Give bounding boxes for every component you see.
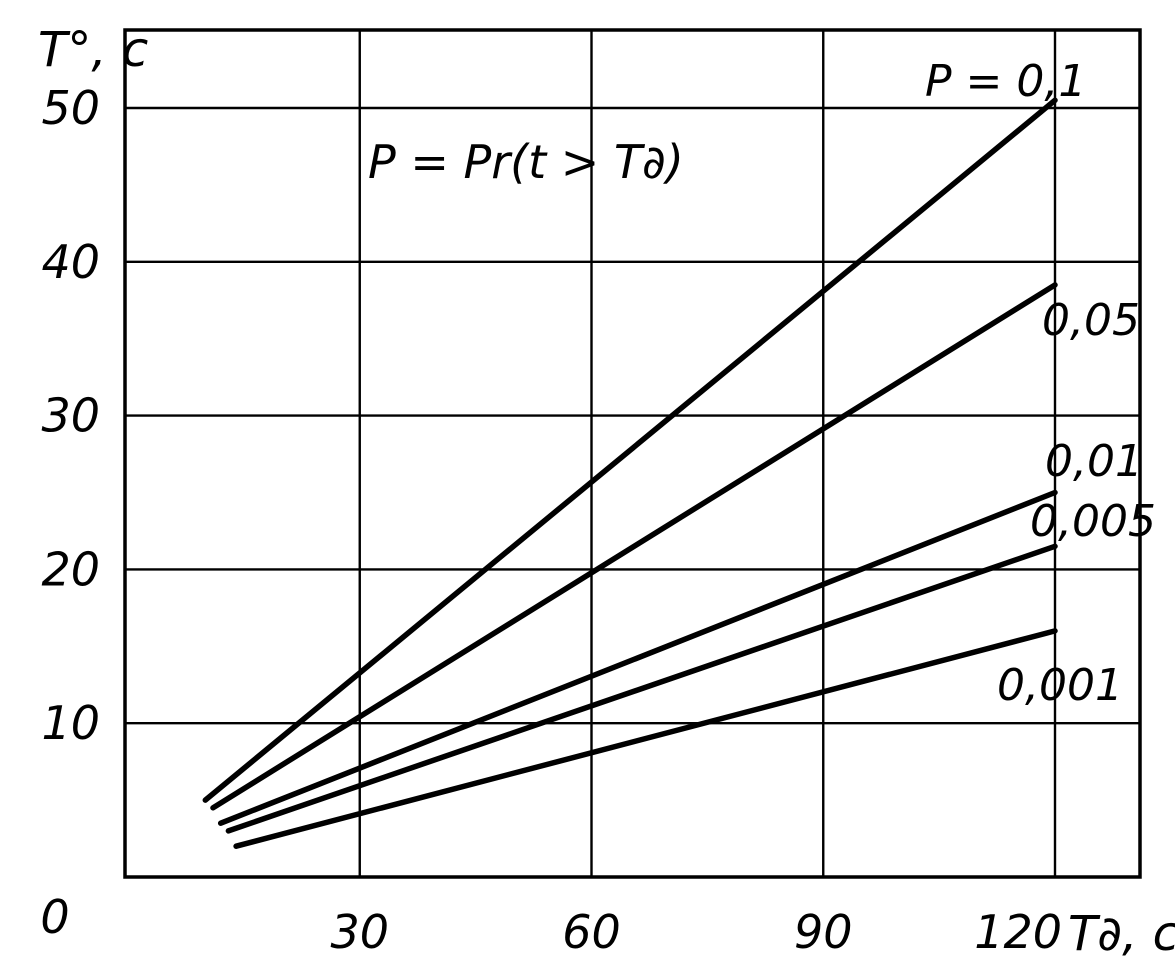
series-line (210, 282, 1058, 811)
series-label-0-001: 0,001 (997, 660, 1123, 711)
y-axis-title: T°, c (38, 22, 148, 78)
x-tick-label: 30 (330, 905, 389, 959)
x-tick-label: 120 (974, 905, 1062, 959)
formula-annotation: P = Pr(t > T∂) (368, 135, 684, 189)
origin-label: 0 (40, 890, 69, 944)
y-tick-label: 30 (41, 389, 100, 443)
x-axis-title: T∂, c (1068, 906, 1175, 962)
y-tick-label: 20 (41, 542, 100, 596)
y-tick-label: 50 (41, 81, 100, 135)
series-label-0-005: 0,005 (1030, 496, 1156, 547)
series-label-0-05: 0,05 (1042, 295, 1140, 346)
x-tick-label: 90 (794, 905, 853, 959)
series-line (225, 543, 1058, 834)
y-tick-label: 40 (41, 235, 100, 289)
plot-frame (123, 28, 1142, 879)
series-line (233, 628, 1058, 849)
y-tick-label: 10 (41, 696, 100, 750)
x-tick-label: 60 (562, 905, 621, 959)
series-line (202, 97, 1058, 803)
series-label-0-01: 0,01 (1045, 436, 1143, 487)
grid-lines (125, 30, 1140, 877)
series-line (217, 489, 1058, 826)
tick-labels: 30 60 90 120 10 20 30 40 50 (41, 81, 1062, 959)
series-label-p-0-1: P = 0,1 (925, 56, 1086, 107)
series-lines (202, 97, 1058, 849)
